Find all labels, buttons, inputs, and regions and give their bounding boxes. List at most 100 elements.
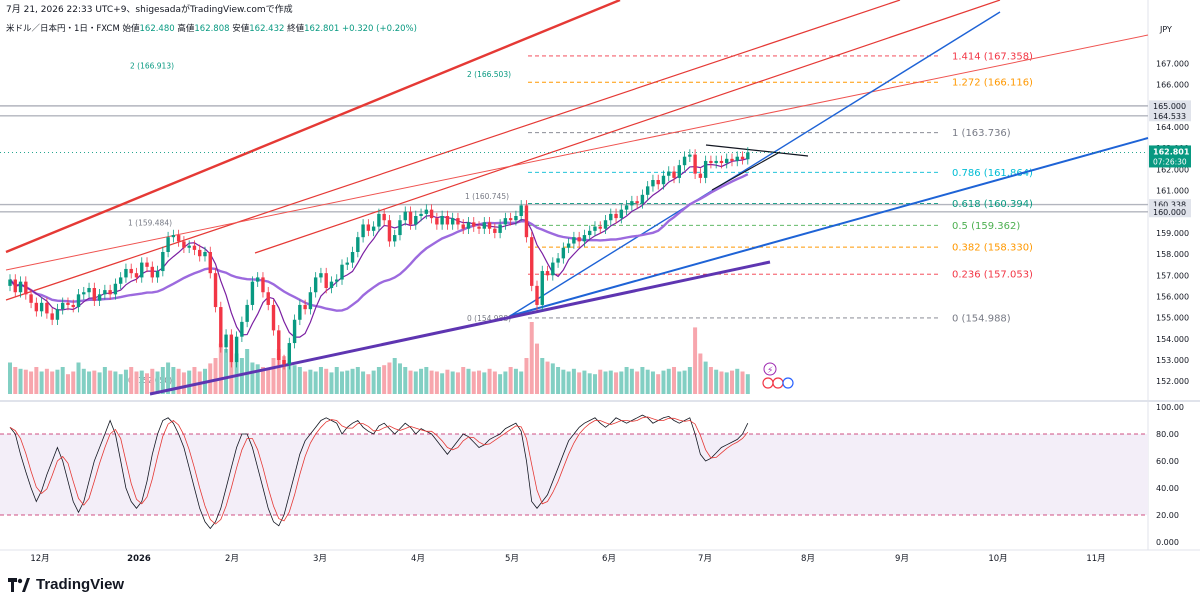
candle-body <box>393 235 397 242</box>
volume-bar <box>445 369 450 394</box>
volume-bar <box>239 358 244 394</box>
price-tick-label: 156.000 <box>1156 292 1189 301</box>
symbol-name[interactable]: 米ドル／日本円・1日・FXCM <box>6 24 120 34</box>
candle-body <box>577 237 581 242</box>
candle-body <box>308 292 313 310</box>
candle-body <box>150 266 154 278</box>
volume-bar <box>513 368 518 394</box>
candle-body <box>677 165 681 178</box>
volume-bar <box>245 349 250 394</box>
symbol-info: 米ドル／日本円・1日・FXCM 始値162.480 高値162.808 安値16… <box>6 22 417 34</box>
candle-body <box>440 216 444 225</box>
fib-level-label: 0.786 (161.864) <box>952 168 1033 179</box>
candle-body <box>124 268 128 278</box>
volume-bar <box>619 371 624 394</box>
candle-body <box>424 209 429 214</box>
volume-bar <box>234 353 239 394</box>
candle-body <box>277 330 281 360</box>
volume-bar <box>640 367 645 394</box>
price-tick-label: 152.000 <box>1156 377 1189 386</box>
volume-bar <box>740 371 745 394</box>
volume-bar <box>592 374 597 394</box>
volume-bar <box>118 374 123 394</box>
candle-body <box>551 262 555 276</box>
candle-body <box>171 235 176 238</box>
candle-body <box>635 201 639 204</box>
candle-body <box>382 213 386 221</box>
volume-bar <box>134 371 139 394</box>
trend-line <box>149 260 771 396</box>
time-tick-label: 4月 <box>411 554 425 564</box>
candle-body <box>103 290 107 295</box>
candle-body <box>619 209 624 219</box>
volume-bar <box>145 373 150 394</box>
volume-bar <box>471 371 476 394</box>
volume-bar <box>102 367 107 394</box>
volume-bar <box>450 371 455 394</box>
volume-bar <box>403 367 408 394</box>
candle-body <box>640 194 645 204</box>
candle-body <box>624 205 629 210</box>
candle-body <box>377 213 381 227</box>
stochastic-k-line <box>9 414 749 530</box>
annotation-label: 1 (159.484) <box>128 219 172 228</box>
candle-body <box>71 304 75 308</box>
fib-level-label: 0.236 (157.053) <box>952 270 1033 281</box>
candle-body <box>34 302 39 312</box>
candle-body <box>588 230 592 236</box>
annotation-label: 0 (152.050) <box>128 376 172 385</box>
candle-body <box>366 224 371 231</box>
candle-body <box>493 228 497 233</box>
candle-body <box>324 273 328 288</box>
candle-body <box>482 222 486 229</box>
stochastic-tick-label: 20.00 <box>1156 511 1179 520</box>
candle-body <box>661 175 666 185</box>
event-marker-icon <box>772 377 784 389</box>
volume-bar <box>413 371 418 394</box>
volume-bar <box>498 374 503 394</box>
volume-bar <box>34 367 39 394</box>
stochastic-d-line <box>9 416 749 525</box>
candle-body <box>313 277 318 293</box>
candle-body <box>398 220 402 236</box>
volume-bar <box>108 370 113 394</box>
volume-bar <box>308 369 313 394</box>
candle-body <box>319 273 323 278</box>
stochastic-tick-label: 60.00 <box>1156 457 1179 466</box>
candle-body <box>45 302 49 314</box>
volume-bar <box>503 371 508 394</box>
candle-body <box>113 283 118 295</box>
price-tick-label: 159.000 <box>1156 229 1189 238</box>
ohlc-open-label: 始値 <box>122 24 140 34</box>
candle-body <box>187 245 191 248</box>
volume-bar <box>92 370 97 394</box>
moving-average-fast <box>9 157 748 338</box>
candle-body <box>140 262 144 278</box>
candle-body <box>234 336 239 363</box>
volume-bar <box>461 367 466 394</box>
volume-bar <box>719 371 724 394</box>
candle-body <box>461 224 465 229</box>
volume-bar <box>703 361 708 394</box>
candle-body <box>498 224 502 233</box>
candle-body <box>176 235 181 242</box>
volume-bar <box>708 367 713 394</box>
volume-bar <box>266 368 271 394</box>
price-tick-label: 161.000 <box>1156 187 1189 196</box>
candle-body <box>340 264 344 280</box>
ohlc-close-label: 終値 <box>287 24 305 34</box>
ohlc-low-value: 162.432 <box>249 24 285 34</box>
triangle-upper-line <box>705 144 809 157</box>
candle-body <box>709 160 713 164</box>
volume-bar <box>260 367 265 394</box>
candle-body <box>282 360 286 365</box>
volume-bar <box>682 370 687 394</box>
annotation-label: 2 (166.503) <box>467 70 511 79</box>
volume-bar <box>635 371 640 394</box>
candle-body <box>435 218 439 225</box>
ohlc-open-value: 162.480 <box>139 24 175 34</box>
candle-body <box>535 285 539 305</box>
volume-bar <box>408 370 413 394</box>
candle-body <box>572 237 576 244</box>
